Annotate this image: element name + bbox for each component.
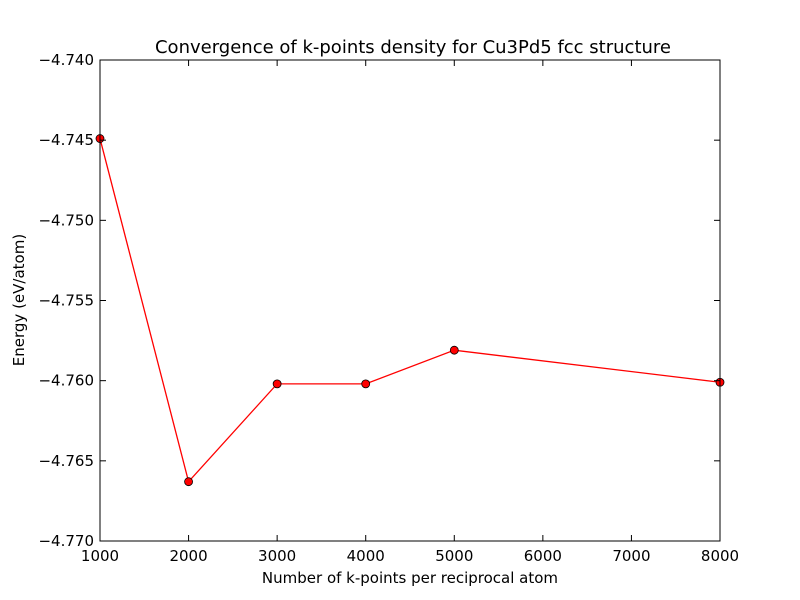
data-point-5000 [449, 345, 459, 355]
y-tick-label-4_755: −4.755 [38, 292, 94, 310]
y-tick-label-4_745: −4.745 [38, 131, 94, 149]
data-point-4000 [361, 379, 371, 389]
y-tick-label-4_765: −4.765 [38, 452, 94, 470]
y-tick-label-4_74: −4.740 [38, 51, 94, 69]
x-tick-label-1000: 1000 [81, 547, 119, 565]
x-tick-label-8000: 8000 [701, 547, 739, 565]
x-axis-label: Number of k-points per reciprocal atom [262, 569, 558, 587]
chart-title: Convergence of k-points density for Cu3P… [155, 37, 671, 58]
series-line-energy [99, 138, 721, 484]
x-tick-label-7000: 7000 [612, 547, 650, 565]
y-axis-label: Energy (eV/atom) [10, 234, 28, 366]
x-tick-label-6000: 6000 [524, 547, 562, 565]
x-tick-label-4000: 4000 [347, 547, 385, 565]
y-tick-label-4_75: −4.750 [38, 211, 94, 229]
ticks-layer: 1000 2000 3000 4000 5000 6000 7000 8000 −4.740 −4… [38, 51, 739, 565]
data-point-2000 [184, 477, 193, 487]
data-point-3000 [272, 379, 282, 389]
y-tick-label-4_77: −4.770 [38, 532, 94, 550]
y-tick-label-4_76: −4.760 [38, 372, 94, 390]
plot-area [100, 60, 720, 541]
series-layer [95, 134, 725, 487]
plot-frame [99, 59, 721, 542]
x-tick-label-3000: 3000 [258, 547, 296, 565]
x-tick-label-5000: 5000 [435, 547, 473, 565]
x-tick-label-2000: 2000 [169, 547, 207, 565]
